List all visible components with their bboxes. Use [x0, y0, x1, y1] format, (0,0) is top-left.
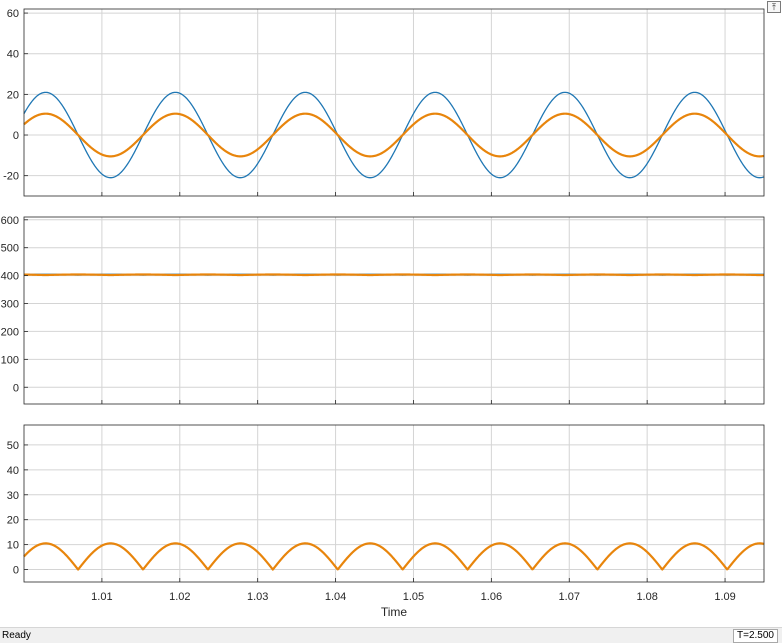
- y-tick-label: 600: [1, 215, 19, 227]
- y-tick-label: 400: [1, 271, 19, 283]
- simulation-time-readout: T=2.500: [733, 629, 778, 643]
- x-tick-label: 1.08: [636, 591, 657, 603]
- y-tick-label: 60: [7, 8, 19, 20]
- y-tick-label: 500: [1, 243, 19, 255]
- x-tick-label: 1.07: [559, 591, 580, 603]
- y-tick-label: 40: [7, 465, 19, 477]
- y-tick-label: 0: [13, 382, 19, 394]
- y-tick-label: 30: [7, 490, 19, 502]
- undock-arrow-icon: ⤒: [772, 2, 776, 12]
- y-tick-label: 50: [7, 440, 19, 452]
- undock-button[interactable]: ⤒: [767, 1, 781, 13]
- y-tick-label: 100: [1, 354, 19, 366]
- status-text: Ready: [2, 630, 31, 641]
- scope-figure: -200204060010020030040050060001020304050…: [1, 8, 765, 619]
- x-tick-label: 1.01: [91, 591, 112, 603]
- y-tick-label: 300: [1, 299, 19, 311]
- plot-frame: [23, 216, 765, 405]
- series-line-2: [23, 112, 765, 158]
- plot-area: [24, 217, 764, 404]
- x-tick-label: 1.06: [481, 591, 502, 603]
- y-tick-label: 40: [7, 49, 19, 61]
- y-tick-label: 20: [7, 89, 19, 101]
- series-line-1: [23, 91, 765, 179]
- plot-frame: [23, 424, 765, 583]
- status-bar: Ready T=2.500: [0, 627, 782, 643]
- plot-area: [24, 425, 764, 582]
- y-tick-label: 0: [13, 565, 19, 577]
- x-tick-label: 1.02: [169, 591, 190, 603]
- y-tick-label: -20: [3, 171, 19, 183]
- plot-area: [24, 9, 764, 196]
- x-tick-label: 1.09: [714, 591, 735, 603]
- y-tick-label: 20: [7, 515, 19, 527]
- series-line-2: [23, 542, 765, 571]
- plot-frame: [23, 8, 765, 197]
- scope-panel-2: 0 100 200 300 400 500 600: [1, 215, 765, 405]
- series-line-2: [23, 273, 765, 277]
- x-axis-title: Time: [381, 605, 408, 619]
- scope-panel-3: 0 10 20 30 40 50 1.01 1.02 1.03 1.04 1.05 1.06 1.07 1…: [7, 424, 765, 619]
- x-tick-label: 1.05: [403, 591, 424, 603]
- x-tick-label: 1.03: [247, 591, 268, 603]
- y-tick-label: 10: [7, 540, 19, 552]
- y-tick-label: 0: [13, 130, 19, 142]
- x-tick-label: 1.04: [325, 591, 346, 603]
- scope-panel-1: -20 0 20 40 60: [3, 8, 765, 197]
- y-tick-label: 200: [1, 326, 19, 338]
